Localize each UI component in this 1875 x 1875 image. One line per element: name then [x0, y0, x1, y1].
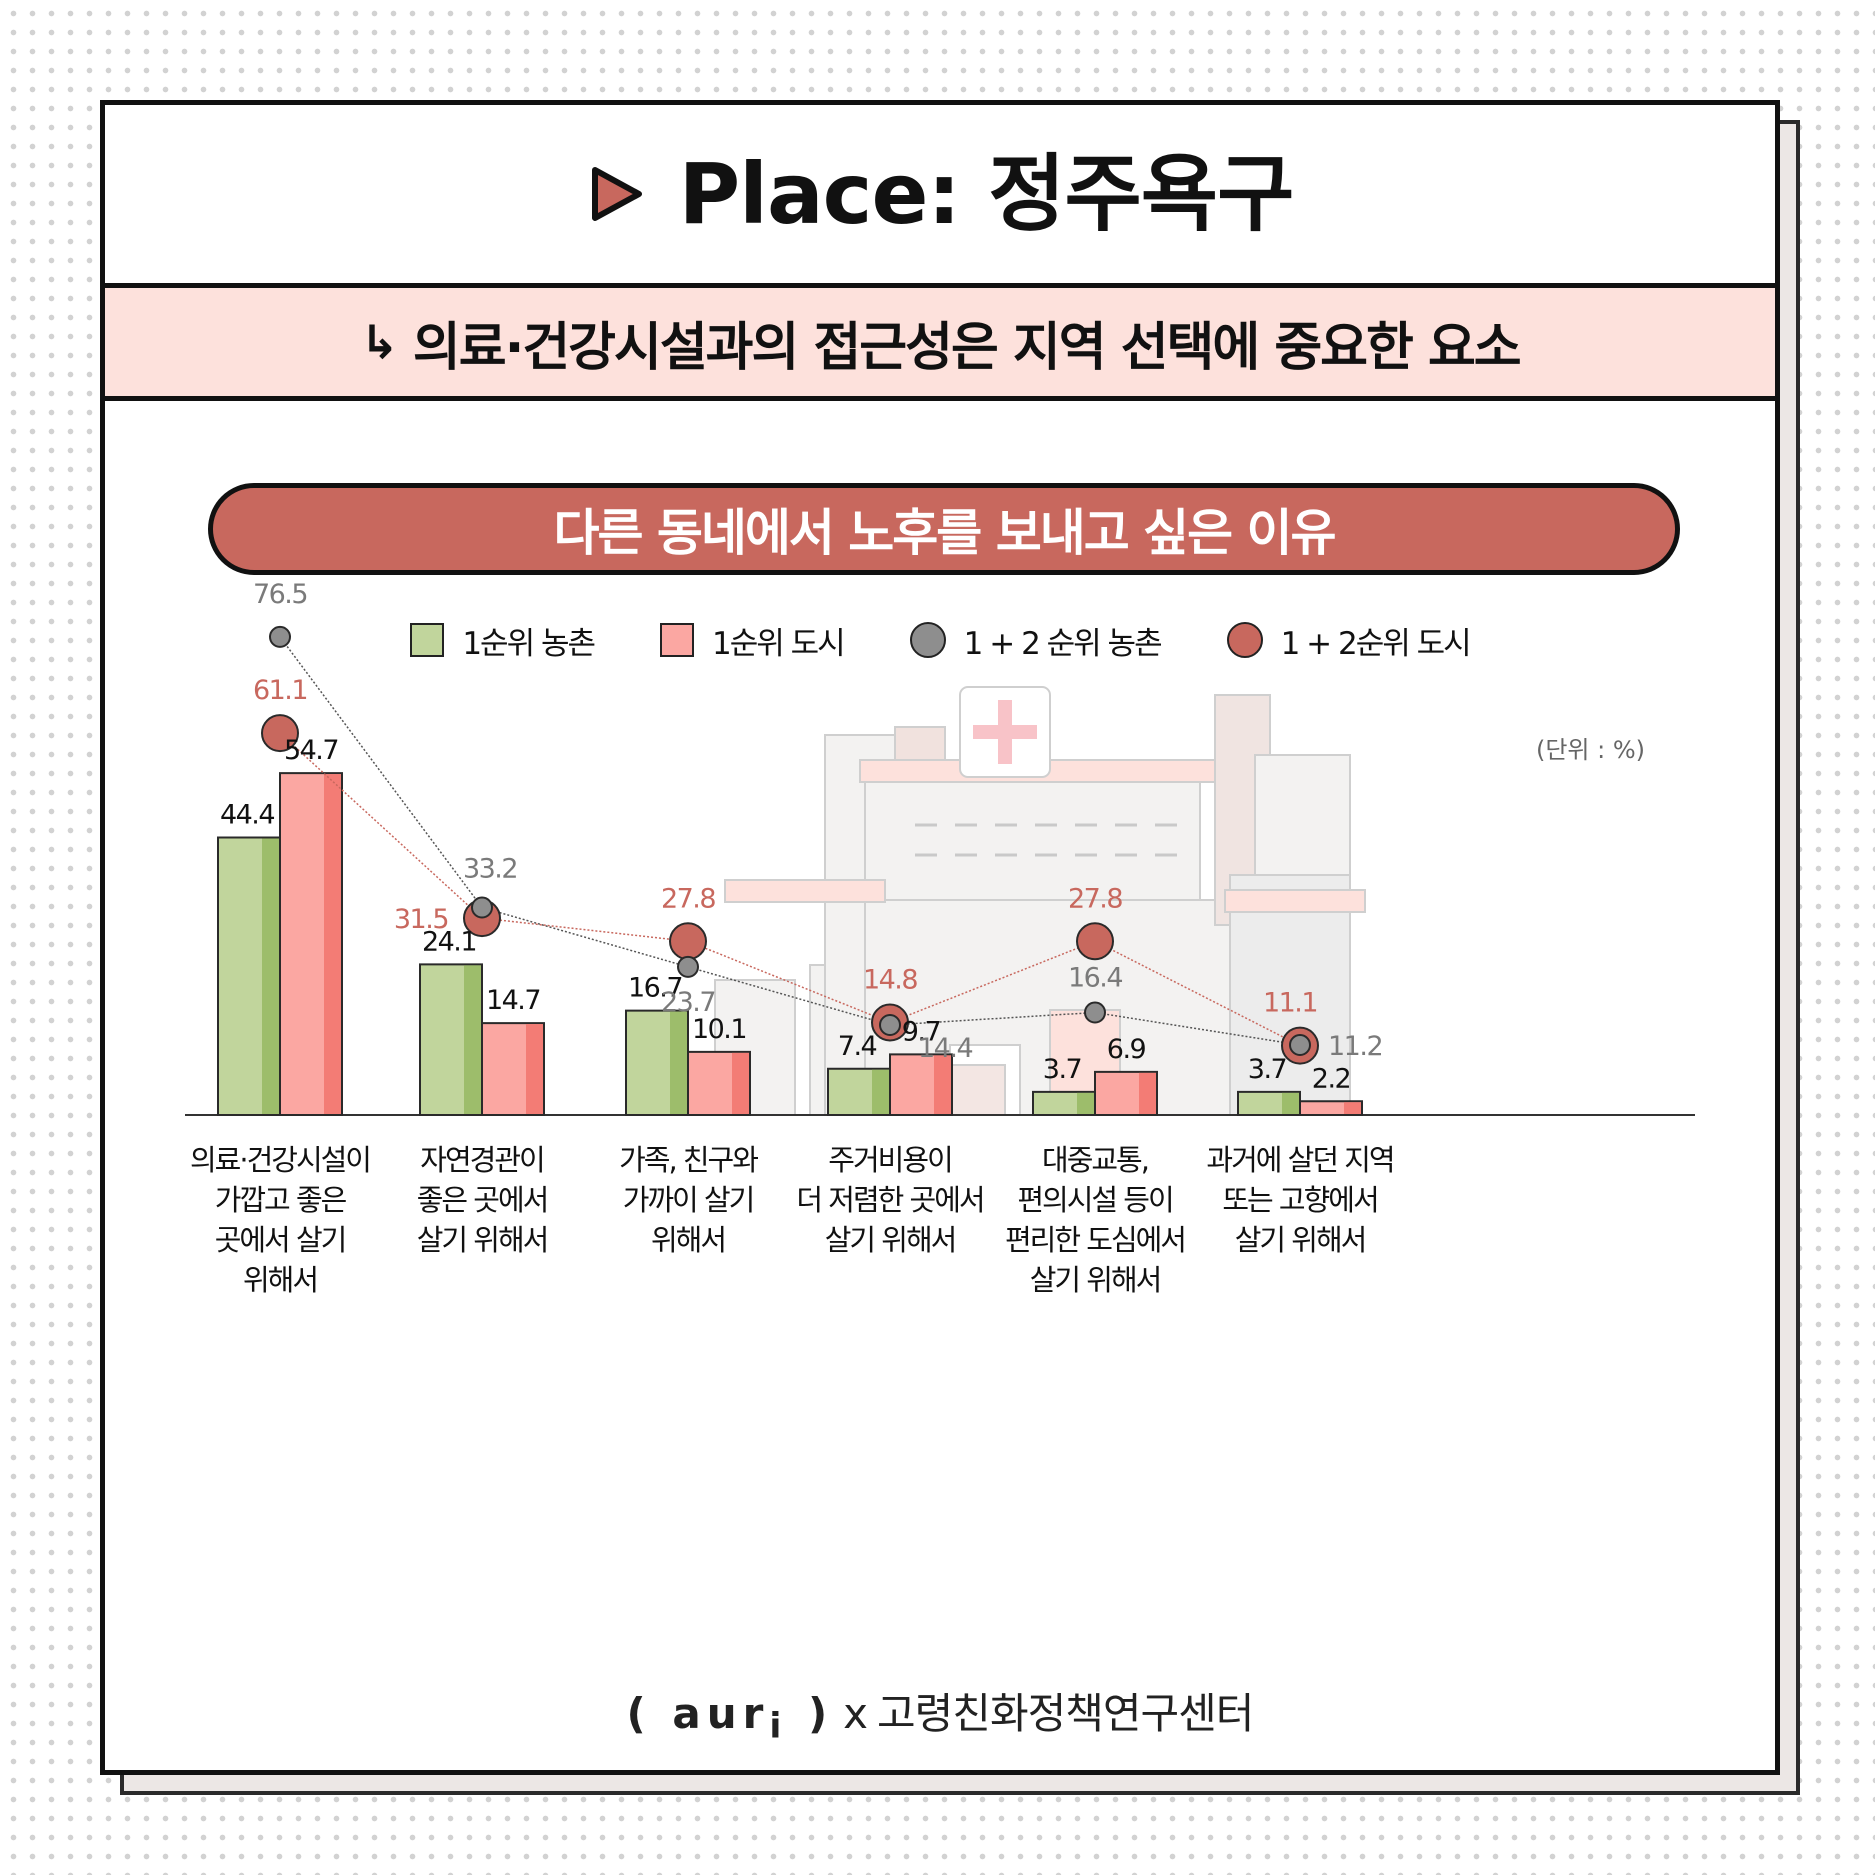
footer-separator: x	[843, 1689, 868, 1738]
chart-title: 다른 동네에서 노후를 보내고 싶은 이유	[553, 504, 1336, 562]
legend-item-rural-combined: 1 + 2 순위 농촌	[909, 618, 1163, 663]
bar-label-urban-first: 54.7	[284, 735, 338, 766]
legend-swatch-urban-first	[660, 623, 694, 657]
category-label: 주거비용이 더 저렴한 곳에서 살기 위해서	[796, 1143, 985, 1257]
window-rows	[915, 823, 1177, 857]
bar-label-urban-first: 2.2	[1312, 1063, 1350, 1094]
subtitle-band: ↳ 의료·건강시설과의 접근성은 지역 선택에 중요한 요소	[105, 283, 1775, 401]
bar-urban-first-shade	[324, 774, 341, 1114]
legend-label: 1순위 농촌	[462, 625, 596, 662]
subtitle: 의료·건강시설과의 접근성은 지역 선택에 중요한 요소	[412, 317, 1522, 378]
unit-note: (단위 : %)	[1535, 736, 1645, 764]
chart-title-pill: 다른 동네에서 노후를 보내고 싶은 이유	[208, 483, 1680, 575]
point-rural-combined	[471, 896, 493, 919]
aur-logo: ( auri )	[626, 1689, 834, 1747]
line-urban-combined	[279, 732, 1301, 1047]
bar-label-urban-first: 6.9	[1107, 1034, 1146, 1065]
bar-rural-first-shade	[872, 1069, 889, 1114]
point-label-rural-combined: 76.5	[253, 579, 307, 610]
bar-label-rural-first: 16.7	[628, 973, 682, 1004]
bar-label-rural-first: 24.1	[422, 926, 476, 957]
point-label-urban-combined: 14.8	[863, 965, 917, 996]
legend-label: 1순위 도시	[712, 625, 846, 662]
bar-urban-first-shade	[934, 1055, 951, 1114]
roof-band	[859, 759, 1256, 783]
category-label: 자연경관이 좋은 곳에서 살기 위해서	[416, 1143, 550, 1257]
category-label: 의료·건강시설이 가깝고 좋은 곳에서 살기 위해서	[190, 1143, 372, 1297]
points-layer	[261, 625, 1319, 1065]
legend-label: 1 + 2순위 도시	[1280, 625, 1472, 662]
legend: 1순위 농촌 1순위 도시 1 + 2 순위 농촌 1 + 2순위 도시	[105, 615, 1775, 665]
legend-swatch-urban-combined	[1226, 622, 1263, 658]
page-title: Place: 정주욕구	[678, 145, 1295, 243]
bar-label-rural-first: 3.7	[1043, 1054, 1081, 1085]
bar-urban-first-shade	[526, 1024, 543, 1114]
point-urban-combined	[669, 922, 707, 961]
building-door	[944, 1064, 1006, 1116]
category-label: 가족, 친구와 가까이 살기 위해서	[619, 1143, 759, 1257]
bar-label-urban-first: 9.7	[902, 1016, 940, 1047]
point-label-rural-combined: 33.2	[463, 854, 517, 885]
bar-label-urban-first: 14.7	[486, 985, 540, 1016]
point-label-rural-combined: 16.4	[1068, 963, 1122, 994]
legend-label: 1 + 2 순위 농촌	[963, 625, 1163, 662]
bar-rural-first-shade	[1282, 1092, 1299, 1114]
legend-item-urban-combined: 1 + 2순위 도시	[1226, 618, 1472, 663]
chart-area: 44.4 54.7 24.1 14.7 16.7 10.1 7.4 9.7 3.7 6.9 3.7 2…	[185, 579, 1695, 1116]
category-label: 과거에 살던 지역 또는 고향에서 살기 위해서	[1206, 1143, 1395, 1257]
footer-org: 고령친화정책연구센터	[877, 1689, 1254, 1738]
legend-swatch-rural-combined	[909, 622, 946, 658]
bar-urban-first-shade	[1139, 1072, 1156, 1114]
bar-rural-first-shade	[464, 965, 481, 1114]
footer: ( auri ) x 고령친화정책연구센터	[105, 1680, 1775, 1746]
bar-label-rural-first: 44.4	[220, 800, 274, 831]
category-label: 대중교통, 편의시설 등이 편리한 도심에서 살기 위해서	[1005, 1143, 1187, 1297]
title-area: Place: 정주욕구	[105, 105, 1775, 283]
point-label-urban-combined: 61.1	[253, 675, 307, 706]
labels-layer: 44.4 54.7 24.1 14.7 16.7 10.1 7.4 9.7 3.7 6.9 3.7 2…	[220, 579, 1384, 1094]
point-rural-combined	[879, 1014, 901, 1036]
point-label-urban-combined: 11.1	[1263, 988, 1317, 1019]
city-illustration	[714, 686, 1366, 1116]
aur-logo-suffix: i	[769, 1706, 788, 1747]
building-right-front	[1229, 874, 1351, 1116]
point-label-rural-combined: 11.2	[1328, 1031, 1382, 1062]
point-label-urban-combined: 31.5	[394, 904, 448, 935]
return-arrow-icon: ↳	[360, 315, 399, 369]
point-label-rural-combined: 23.7	[661, 987, 715, 1018]
bar-rural-first-shade	[262, 838, 279, 1114]
point-urban-combined	[1076, 922, 1114, 961]
point-rural-combined	[1289, 1034, 1311, 1056]
point-rural-combined	[269, 625, 291, 648]
lines-layer	[279, 636, 1301, 1047]
bar-label-urban-first: 10.1	[692, 1014, 746, 1045]
point-rural-combined	[677, 955, 699, 978]
point-label-rural-combined: 14.4	[918, 1033, 972, 1064]
point-label-urban-combined: 27.8	[661, 883, 715, 914]
bar-rural-first-shade	[1077, 1092, 1094, 1114]
roof-band-left	[724, 879, 886, 903]
line-rural-combined	[279, 636, 1301, 1046]
roof-band-right	[1224, 889, 1366, 913]
bar-label-rural-first: 7.4	[838, 1031, 877, 1062]
bar-rural-first-shade	[670, 1011, 687, 1114]
legend-swatch-rural-first	[410, 623, 445, 657]
card: Place: 정주욕구 ↳ 의료·건강시설과의 접근성은 지역 선택에 중요한 …	[100, 100, 1780, 1775]
legend-item-urban-first: 1순위 도시	[660, 618, 846, 663]
bar-urban-first-shade	[732, 1052, 749, 1114]
bars-layer	[217, 772, 1363, 1116]
point-urban-combined	[261, 714, 299, 753]
building-hospital	[864, 759, 1201, 901]
hospital-cross-h	[973, 725, 1037, 739]
bar-urban-first-shade	[1344, 1102, 1361, 1114]
play-icon	[591, 167, 642, 221]
bar-label-rural-first: 3.7	[1248, 1054, 1286, 1085]
aur-logo-text: aur	[672, 1689, 770, 1738]
legend-item-rural-first: 1순위 농촌	[410, 618, 596, 663]
point-label-urban-combined: 27.8	[1068, 883, 1122, 914]
point-rural-combined	[1084, 1001, 1106, 1024]
